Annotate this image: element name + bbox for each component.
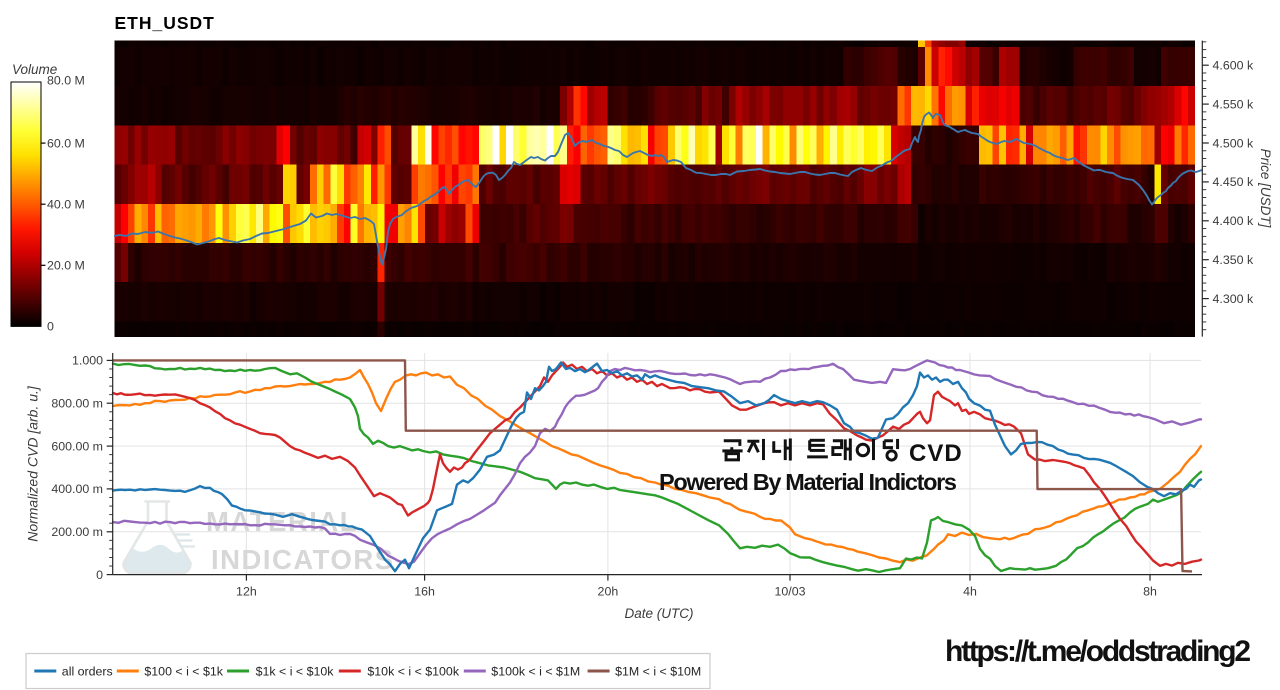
svg-text:$10k < i < $100k: $10k < i < $100k	[367, 664, 459, 678]
svg-text:10/03: 10/03	[774, 585, 805, 599]
svg-text:16h: 16h	[414, 585, 435, 599]
svg-text:Powered By Material Indictors: Powered By Material Indictors	[659, 469, 957, 495]
svg-text:400.00 m: 400.00 m	[51, 482, 103, 496]
svg-text:20.0 M: 20.0 M	[47, 259, 85, 273]
svg-text:4.350 k: 4.350 k	[1213, 253, 1254, 267]
svg-text:Volume: Volume	[12, 62, 57, 77]
svg-text:https://t.me/oddstrading2: https://t.me/oddstrading2	[945, 635, 1251, 668]
svg-text:Price [USDT]: Price [USDT]	[1258, 149, 1273, 229]
svg-text:4.450 k: 4.450 k	[1213, 175, 1254, 189]
svg-text:$1k < i < $10k: $1k < i < $10k	[256, 664, 335, 678]
svg-text:MATERIAL: MATERIAL	[206, 506, 358, 537]
svg-text:CVD: CVD	[909, 440, 963, 467]
svg-text:20h: 20h	[598, 585, 619, 599]
svg-text:all orders: all orders	[62, 664, 113, 678]
svg-text:Normalized CVD [arb. u.]: Normalized CVD [arb. u.]	[25, 385, 41, 542]
svg-text:200.00 m: 200.00 m	[51, 525, 103, 539]
svg-text:12h: 12h	[236, 585, 257, 599]
svg-text:800.00 m: 800.00 m	[51, 397, 103, 411]
svg-text:4.550 k: 4.550 k	[1213, 97, 1254, 111]
svg-text:$100 < i < $1k: $100 < i < $1k	[144, 664, 223, 678]
svg-text:4h: 4h	[963, 585, 977, 599]
svg-text:4.300 k: 4.300 k	[1213, 292, 1254, 306]
svg-text:40.0 M: 40.0 M	[47, 198, 85, 212]
svg-text:4.400 k: 4.400 k	[1213, 214, 1254, 228]
svg-text:$100k < i < $1M: $100k < i < $1M	[491, 664, 580, 678]
svg-text:0: 0	[47, 320, 54, 334]
svg-text:4.500 k: 4.500 k	[1213, 136, 1254, 150]
svg-text:0: 0	[96, 568, 103, 582]
svg-text:$1M < i < $10M: $1M < i < $10M	[615, 664, 701, 678]
svg-text:ETH_USDT: ETH_USDT	[115, 13, 215, 33]
svg-text:60.0 M: 60.0 M	[47, 136, 85, 150]
svg-text:INDICATORS: INDICATORS	[211, 544, 395, 575]
svg-text:80.0 M: 80.0 M	[47, 74, 85, 88]
svg-text:8h: 8h	[1143, 585, 1157, 599]
svg-text:600.00 m: 600.00 m	[51, 439, 103, 453]
svg-text:1.000: 1.000	[72, 354, 103, 368]
svg-text:Date (UTC): Date (UTC)	[624, 606, 693, 621]
svg-text:4.600 k: 4.600 k	[1213, 59, 1254, 73]
